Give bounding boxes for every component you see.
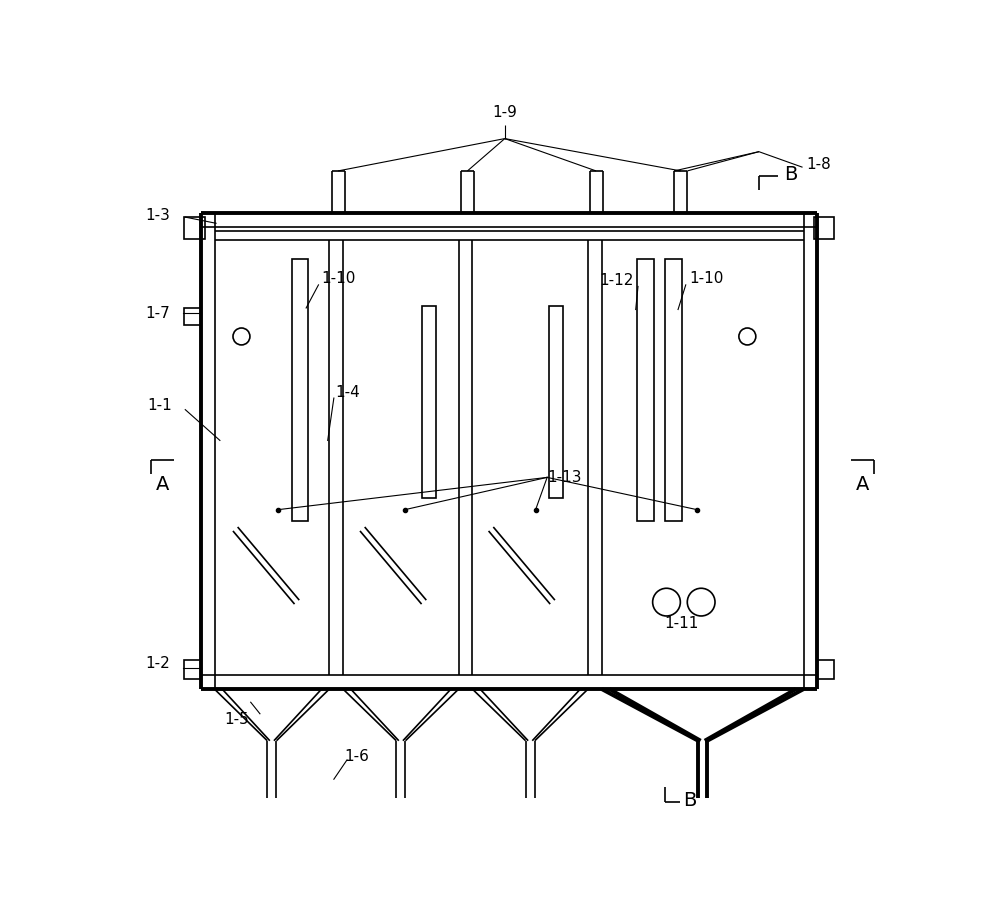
Text: 1-3: 1-3 [145,208,170,223]
Text: 1-11: 1-11 [665,616,699,631]
Text: 1-12: 1-12 [599,272,633,288]
Bar [184,308,201,325]
Bar [814,217,834,239]
Text: 1-13: 1-13 [547,470,582,485]
Text: 1-10: 1-10 [322,271,356,286]
Text: 1-6: 1-6 [345,749,370,763]
Bar [422,306,436,498]
Text: A: A [155,475,169,494]
Text: 1-5: 1-5 [224,712,249,727]
Text: 1-1: 1-1 [147,398,172,414]
Text: 1-10: 1-10 [690,271,724,286]
Text: B: B [683,792,696,810]
Bar [292,260,308,521]
Text: 1-9: 1-9 [492,105,517,120]
Bar [184,217,205,239]
Bar [665,260,682,521]
Bar [184,660,201,679]
Bar [817,660,834,679]
Text: A: A [856,475,870,494]
Text: 1-2: 1-2 [145,656,170,671]
Text: 1-8: 1-8 [807,158,831,172]
Text: B: B [785,165,798,184]
Text: 1-4: 1-4 [335,385,360,400]
Text: 1-7: 1-7 [145,306,170,321]
Bar [637,260,654,521]
Bar [549,306,563,498]
